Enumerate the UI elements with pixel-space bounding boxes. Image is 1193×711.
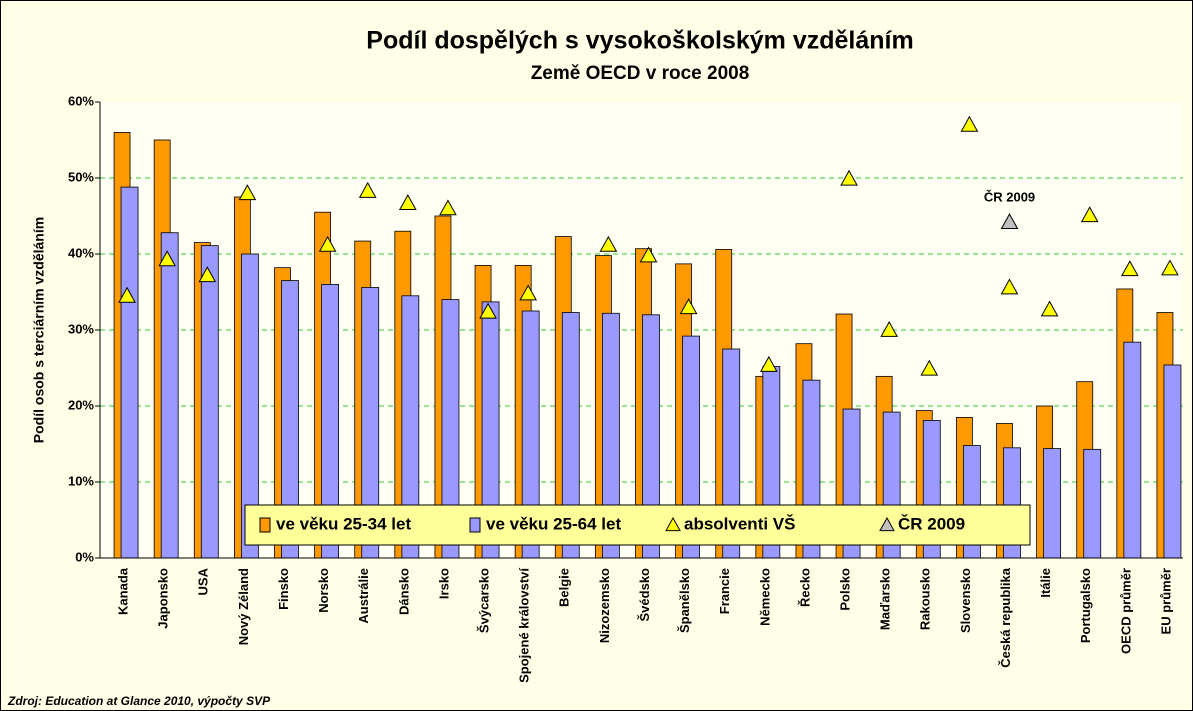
x-tick-label: Nový Zéland [236, 568, 251, 645]
bar [1163, 364, 1182, 559]
marker [1000, 213, 1019, 229]
legend [244, 504, 1031, 546]
annotation: ČR 2009 [984, 190, 1035, 205]
legend-label: ve věku 25-34 let [276, 514, 411, 533]
x-tick-label: Belgie [557, 568, 572, 607]
marker [519, 284, 538, 301]
x-tick-label: USA [196, 567, 211, 595]
x-tick-label: Německo [757, 568, 772, 626]
x-tick-label: Švédsko [637, 568, 652, 622]
y-tick-label: 0% [75, 549, 94, 564]
x-tick-label: EU průměr [1158, 568, 1173, 634]
x-tick-label: Kanada [115, 567, 130, 615]
x-tick-label: Slovensko [958, 568, 973, 633]
x-tick-label: Irsko [436, 568, 451, 599]
marker [639, 246, 658, 263]
marker [479, 302, 497, 319]
x-tick-label: Nizozemsko [597, 568, 612, 643]
legend-swatch [259, 517, 271, 533]
x-tick-label: Francie [717, 568, 732, 614]
x-tick-label: Maďarsko [878, 568, 893, 630]
marker [840, 169, 858, 186]
chart-title: Podíl dospělých s vysokoškolským vzdělán… [366, 27, 913, 55]
y-tick-label: 10% [68, 473, 94, 488]
x-tick-label: Rakousko [918, 568, 933, 630]
marker [318, 235, 337, 252]
legend-label: ve věku 25-64 let [486, 514, 621, 533]
legend-swatch [879, 516, 895, 532]
x-tick-label: Japonsko [156, 568, 171, 629]
marker [439, 199, 457, 216]
x-tick-label: Finsko [276, 568, 291, 610]
bar [1123, 341, 1142, 559]
y-tick-label: 40% [68, 245, 94, 260]
x-tick-label: Norsko [316, 568, 331, 613]
bar [120, 186, 139, 559]
marker [398, 194, 417, 210]
y-axis-label: Podíl osob s terciárním vzděláním [31, 217, 47, 443]
x-tick-label: Austrálie [356, 568, 371, 624]
y-tick-label: 20% [68, 397, 94, 412]
legend-swatch [665, 516, 681, 532]
source-note: Zdroj: Education at Glance 2010, výpočty… [7, 694, 271, 708]
marker [358, 181, 377, 198]
marker [1000, 278, 1019, 295]
bar [200, 245, 219, 559]
marker [1161, 259, 1179, 276]
x-tick-label: Itálie [1038, 568, 1053, 598]
y-tick-label: 50% [68, 169, 94, 184]
marker [679, 298, 698, 315]
legend-label: ČR 2009 [898, 514, 965, 533]
chart-subtitle: Země OECD v roce 2008 [531, 63, 750, 84]
marker [1120, 260, 1139, 277]
marker [158, 250, 177, 267]
marker [1040, 300, 1059, 317]
marker [118, 286, 136, 303]
marker [960, 115, 979, 132]
x-tick-label: OECD průměr [1118, 568, 1133, 654]
x-tick-label: Švýcarsko [476, 568, 491, 633]
x-tick-label: Portugalsko [1078, 568, 1093, 643]
marker [198, 266, 217, 283]
marker [238, 184, 257, 201]
marker [599, 235, 618, 252]
y-tick-label: 60% [68, 93, 94, 108]
x-tick-label: Dánsko [396, 568, 411, 615]
legend-label: absolventi VŠ [684, 514, 795, 533]
x-tick-label: Polsko [837, 568, 852, 611]
x-tick-label: Řecko [797, 568, 812, 607]
marker [759, 355, 778, 372]
x-tick-label: Česká republika [998, 567, 1013, 667]
bar [1043, 448, 1062, 559]
bar [1083, 448, 1102, 559]
bar [160, 232, 179, 559]
x-tick-label: Spojené království [517, 568, 532, 683]
x-tick-label: Španělsko [677, 568, 692, 633]
legend-swatch [469, 517, 481, 533]
marker [880, 320, 899, 337]
marker [1080, 206, 1099, 223]
y-tick-label: 30% [68, 321, 94, 336]
marker [920, 359, 939, 376]
